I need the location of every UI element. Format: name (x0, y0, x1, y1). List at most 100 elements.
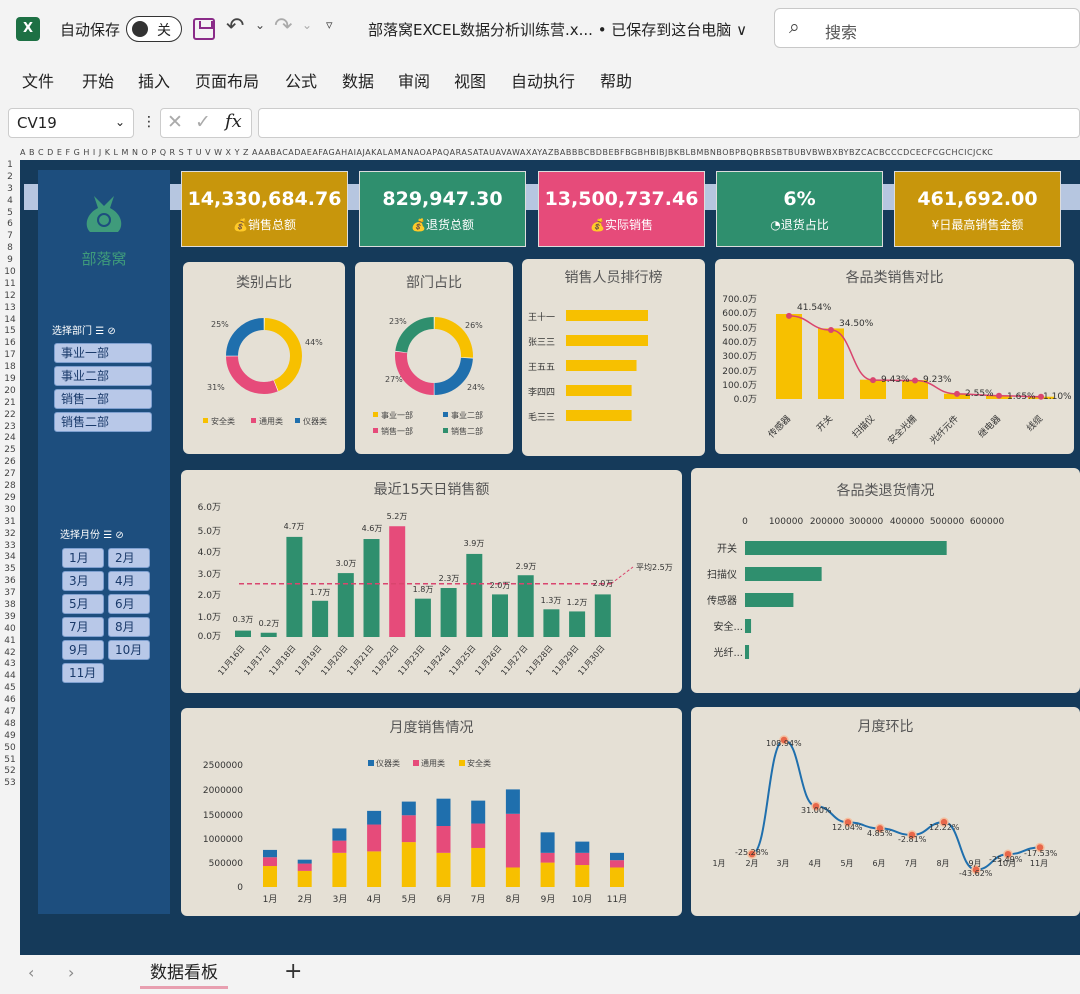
row-number[interactable]: 19 (4, 374, 16, 385)
save-icon[interactable] (193, 18, 215, 40)
menu-home[interactable]: 开始 (82, 72, 115, 91)
undo-icon[interactable]: ↶ (226, 14, 245, 39)
row-number[interactable]: 35 (4, 564, 16, 575)
row-number[interactable]: 47 (4, 706, 16, 717)
row-number[interactable]: 8 (7, 243, 13, 254)
row-number[interactable]: 29 (4, 492, 16, 503)
row-number[interactable]: 11 (4, 278, 16, 289)
row-number[interactable]: 27 (4, 469, 16, 480)
row-number[interactable]: 45 (4, 683, 16, 694)
more-icon[interactable]: ⋮ (142, 114, 156, 130)
row-number[interactable]: 50 (4, 742, 16, 753)
row-number[interactable]: 4 (7, 195, 13, 206)
month-button[interactable]: 7月 (62, 617, 104, 637)
menu-view[interactable]: 视图 (454, 72, 487, 91)
chevron-down-icon[interactable]: ⌄ (115, 115, 126, 129)
formula-input[interactable] (258, 108, 1080, 138)
cancel-icon[interactable]: ✕ (167, 111, 183, 133)
row-number[interactable]: 53 (4, 778, 16, 789)
row-number[interactable]: 5 (7, 207, 13, 218)
dept-button[interactable]: 事业一部 (54, 343, 152, 363)
multi-select-icon[interactable]: ☰ (103, 530, 113, 541)
month-button[interactable]: 3月 (62, 571, 104, 591)
row-number[interactable]: 20 (4, 385, 16, 396)
row-number[interactable]: 30 (4, 504, 16, 515)
row-number[interactable]: 48 (4, 718, 16, 729)
row-number[interactable]: 26 (4, 457, 16, 468)
row-number[interactable]: 6 (7, 219, 13, 230)
clear-filter-icon[interactable]: ⊘ (107, 326, 116, 337)
month-button[interactable]: 9月 (62, 640, 104, 660)
menu-formulas[interactable]: 公式 (285, 72, 318, 91)
multi-select-icon[interactable]: ☰ (95, 326, 105, 337)
menu-automate[interactable]: 自动执行 (511, 72, 576, 91)
autosave-toggle[interactable]: 关 (126, 16, 182, 42)
month-button[interactable]: 11月 (62, 663, 104, 683)
dept-button[interactable]: 事业二部 (54, 366, 152, 386)
clear-filter-icon[interactable]: ⊘ (115, 530, 124, 541)
row-number[interactable]: 32 (4, 528, 16, 539)
row-number[interactable]: 44 (4, 671, 16, 682)
month-button[interactable]: 4月 (108, 571, 150, 591)
row-number[interactable]: 34 (4, 552, 16, 563)
check-icon[interactable]: ✓ (195, 111, 211, 133)
row-number[interactable]: 1 (7, 160, 13, 170)
row-number[interactable]: 17 (4, 350, 16, 361)
row-number[interactable]: 51 (4, 754, 16, 765)
row-number[interactable]: 23 (4, 421, 16, 432)
row-number[interactable]: 18 (4, 362, 16, 373)
row-number[interactable]: 38 (4, 599, 16, 610)
menu-review[interactable]: 审阅 (398, 72, 431, 91)
row-number[interactable]: 40 (4, 623, 16, 634)
row-number[interactable]: 42 (4, 647, 16, 658)
month-button[interactable]: 2月 (108, 548, 150, 568)
add-sheet-icon[interactable]: + (284, 959, 303, 984)
row-number[interactable]: 33 (4, 540, 16, 551)
row-number[interactable]: 36 (4, 576, 16, 587)
month-button[interactable]: 1月 (62, 548, 104, 568)
chevron-right-icon[interactable]: › (68, 963, 75, 982)
month-button[interactable]: 6月 (108, 594, 150, 614)
row-number[interactable]: 12 (4, 290, 16, 301)
row-number[interactable]: 22 (4, 409, 16, 420)
row-number[interactable]: 37 (4, 588, 16, 599)
menu-help[interactable]: 帮助 (600, 72, 633, 91)
month-button[interactable]: 10月 (108, 640, 150, 660)
row-number[interactable]: 41 (4, 635, 16, 646)
document-title[interactable]: 部落窝EXCEL数据分析训练营.x... • 已保存到这台电脑 ∨ (368, 21, 748, 39)
row-number[interactable]: 28 (4, 481, 16, 492)
month-button[interactable]: 5月 (62, 594, 104, 614)
row-number[interactable]: 52 (4, 766, 16, 777)
row-number[interactable]: 3 (7, 183, 13, 194)
undo-dropdown-icon[interactable]: ⌄ (255, 18, 266, 32)
dept-button[interactable]: 销售二部 (54, 412, 152, 432)
month-button[interactable]: 8月 (108, 617, 150, 637)
name-box[interactable]: CV19 ⌄ (8, 108, 134, 138)
row-number[interactable]: 16 (4, 338, 16, 349)
row-number[interactable]: 31 (4, 516, 16, 527)
row-number[interactable]: 46 (4, 695, 16, 706)
row-number[interactable]: 43 (4, 659, 16, 670)
row-number[interactable]: 24 (4, 433, 16, 444)
chevron-left-icon[interactable]: ‹ (28, 963, 35, 982)
menu-data[interactable]: 数据 (342, 72, 375, 91)
redo-icon[interactable]: ↷ (274, 14, 293, 39)
row-number[interactable]: 10 (4, 267, 16, 278)
row-number[interactable]: 39 (4, 611, 16, 622)
redo-dropdown-icon[interactable]: ⌄ (302, 18, 313, 32)
row-number[interactable]: 7 (7, 231, 13, 242)
menu-insert[interactable]: 插入 (138, 72, 171, 91)
row-number[interactable]: 15 (4, 326, 16, 337)
row-number[interactable]: 2 (7, 171, 13, 182)
row-number[interactable]: 49 (4, 730, 16, 741)
row-number[interactable]: 25 (4, 445, 16, 456)
row-number[interactable]: 9 (7, 255, 13, 266)
menu-page-layout[interactable]: 页面布局 (195, 72, 260, 91)
menu-file[interactable]: 文件 (22, 72, 55, 91)
sheet-tab-dashboard[interactable]: 数据看板 (140, 959, 228, 989)
insert-function-icon[interactable]: fx (225, 111, 242, 132)
row-number[interactable]: 13 (4, 302, 16, 313)
row-number[interactable]: 21 (4, 397, 16, 408)
customize-toolbar-icon[interactable]: ▿ (326, 18, 333, 33)
dept-button[interactable]: 销售一部 (54, 389, 152, 409)
